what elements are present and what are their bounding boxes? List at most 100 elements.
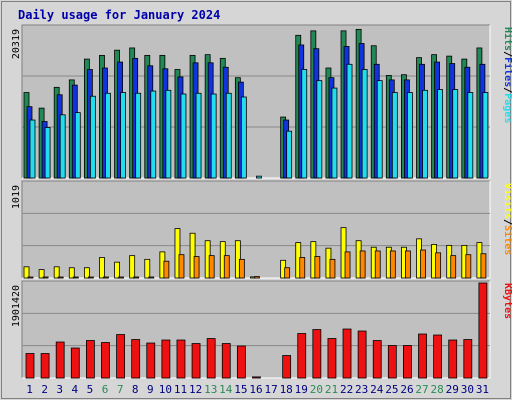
legend-item: /: [502, 51, 512, 57]
bar-pages: [301, 69, 308, 179]
bar-pages: [467, 92, 474, 179]
bar-visits: [189, 232, 196, 279]
bar-pages: [44, 127, 51, 179]
bar-pages: [150, 90, 157, 179]
bar-pages: [180, 93, 187, 179]
panel-middle: 1019 Visits/Sites: [11, 180, 512, 279]
x-tick-label: 7: [117, 383, 124, 396]
bar-pages: [135, 92, 142, 179]
bar-kbytes: [131, 339, 141, 379]
bar-kbytes: [478, 282, 488, 379]
bar-pages: [346, 63, 353, 179]
bar-kbytes: [161, 339, 171, 379]
bar-pages: [225, 92, 232, 179]
bar-kbytes: [191, 343, 201, 379]
legend-item: Files: [502, 57, 512, 87]
bar-sites: [193, 256, 200, 279]
bar-pages: [165, 89, 172, 179]
bar-sites: [435, 252, 442, 279]
bar-sites: [223, 255, 230, 279]
bar-sites: [314, 256, 321, 279]
bar-sites: [405, 250, 411, 279]
bar-sites: [163, 260, 170, 279]
bar-kbytes: [25, 353, 35, 379]
bar-kbytes: [206, 338, 216, 379]
x-tick-label: 1: [26, 383, 33, 396]
x-tick-label: 14: [219, 383, 233, 396]
bar-kbytes: [297, 333, 307, 379]
x-tick-label: 31: [476, 383, 489, 396]
x-tick-label: 12: [189, 383, 202, 396]
bar-visits: [83, 267, 90, 279]
x-tick-label: 26: [400, 383, 413, 396]
bar-sites: [284, 267, 291, 279]
bar-sites: [133, 276, 140, 279]
bar-pages: [316, 80, 323, 179]
bar-pages: [74, 112, 81, 179]
x-tick-label: 22: [340, 383, 353, 396]
x-tick-label: 19: [295, 383, 308, 396]
bar-visits: [174, 228, 181, 279]
bar-kbytes: [312, 329, 322, 379]
bar-pages: [286, 130, 293, 179]
bar-sites: [254, 276, 260, 279]
bar-pages: [361, 69, 368, 179]
x-tick-label: 8: [132, 383, 139, 396]
bar-sites: [329, 258, 336, 279]
bar-sites: [299, 257, 306, 279]
bar-sites: [87, 276, 94, 279]
bar-kbytes: [372, 340, 382, 379]
bar-kbytes: [116, 334, 125, 379]
bar-sites: [148, 276, 155, 279]
x-tick-label: 2: [41, 383, 48, 396]
bar-pages: [331, 87, 338, 179]
legend-item: /: [502, 87, 512, 93]
y-max-label: 1901420: [11, 285, 22, 327]
legend-item: Pages: [502, 93, 512, 123]
x-tick-label: 11: [174, 383, 187, 396]
bar-kbytes: [357, 330, 367, 379]
bar-pages: [452, 89, 459, 179]
bar-kbytes: [252, 376, 261, 379]
bar-kbytes: [221, 343, 231, 379]
x-tick-label: 27: [415, 383, 428, 396]
bar-kbytes: [418, 333, 427, 379]
x-tick-label: 30: [461, 383, 474, 396]
bar-pages: [195, 92, 202, 179]
bar-pages: [482, 92, 489, 179]
plot-area: [22, 281, 490, 378]
bar-visits: [144, 258, 151, 279]
legend-middle: Visits/Sites: [502, 183, 512, 255]
bar-visits: [23, 266, 30, 279]
bar-sites: [450, 255, 457, 279]
bar-sites: [238, 258, 245, 279]
bar-kbytes: [85, 340, 95, 379]
bar-kbytes: [342, 328, 352, 379]
bar-visits: [129, 255, 136, 279]
bar-pages: [105, 92, 111, 179]
bar-sites: [480, 253, 487, 279]
bar-pages: [256, 175, 262, 179]
x-tick-label: 24: [370, 383, 384, 396]
legend-item: Visits: [502, 183, 512, 219]
x-tick-label: 17: [264, 383, 277, 396]
bar-pages: [89, 95, 96, 179]
bar-kbytes: [146, 342, 156, 379]
bar-sites: [118, 276, 124, 279]
bar-kbytes: [327, 338, 337, 379]
bar-visits: [38, 269, 45, 279]
x-tick-label: 16: [249, 383, 262, 396]
bar-kbytes: [55, 341, 65, 379]
bar-visits: [99, 257, 105, 279]
x-tick-label: 18: [280, 383, 293, 396]
legend-top: Hits/Files/Pages: [502, 27, 512, 123]
panel-top: 20319 Hits/Files/Pages: [11, 24, 512, 179]
legend-item: Hits: [502, 27, 512, 51]
bar-pages: [59, 114, 66, 179]
bar-sites: [178, 254, 185, 279]
bar-kbytes: [403, 345, 412, 379]
bar-pages: [240, 96, 247, 179]
bar-kbytes: [176, 339, 186, 379]
bar-sites: [344, 251, 351, 279]
